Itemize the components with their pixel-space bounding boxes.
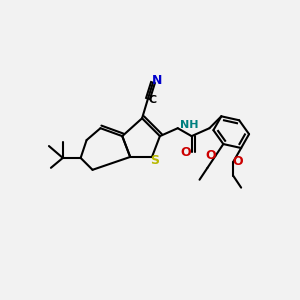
Text: S: S (151, 154, 160, 167)
Text: O: O (205, 149, 216, 162)
Text: NH: NH (180, 120, 198, 130)
Text: O: O (233, 155, 244, 168)
Text: C: C (149, 95, 157, 106)
Text: O: O (180, 146, 191, 160)
Text: N: N (152, 74, 162, 87)
